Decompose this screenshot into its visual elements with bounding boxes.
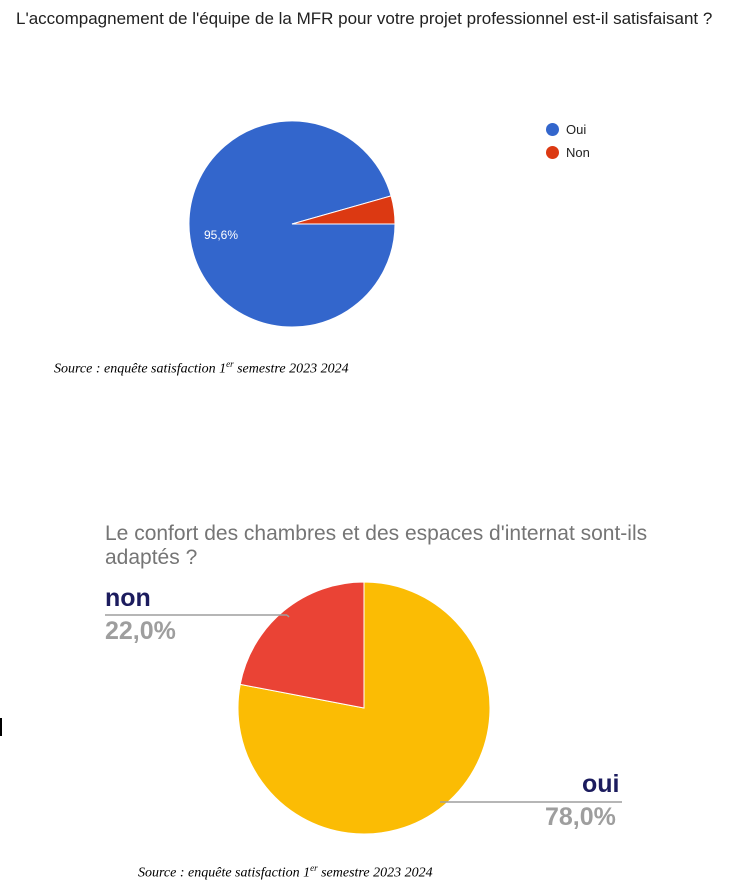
chart1-title: L'accompagnement de l'équipe de la MFR p… xyxy=(16,9,713,28)
legend-item-non: Non xyxy=(546,141,590,164)
source-note-2: Source : enquête satisfaction 1er semest… xyxy=(138,863,433,882)
chart1-legend: Oui Non xyxy=(546,118,590,164)
chart2-pct-oui: 78,0% xyxy=(545,803,616,831)
chart2-label-non: non xyxy=(105,584,151,612)
source-2-prefix: Source : enquête satisfaction 1 xyxy=(138,865,311,881)
source-1-sup: er xyxy=(226,359,234,369)
chart2-title: Le confort des chambres et des espaces d… xyxy=(105,522,648,569)
source-2-suffix: semestre 2023 2024 xyxy=(317,865,433,881)
source-1-suffix: semestre 2023 2024 xyxy=(233,361,349,377)
chart1-slice-non xyxy=(291,195,396,225)
chart2-label-oui: oui xyxy=(582,770,620,798)
legend-swatch-oui xyxy=(546,123,559,136)
source-2-sup: er xyxy=(310,863,318,873)
legend-label-oui: Oui xyxy=(566,122,587,137)
chart1-data-label-oui: 95,6% xyxy=(204,228,238,242)
source-note-1: Source : enquête satisfaction 1er semest… xyxy=(54,359,349,378)
source-1-prefix: Source : enquête satisfaction 1 xyxy=(54,361,227,377)
chart2-pct-non: 22,0% xyxy=(105,617,176,645)
text-cursor xyxy=(0,718,2,736)
chart1-pie: 95,6% xyxy=(188,120,396,328)
chart2-slice-non xyxy=(239,581,365,709)
legend-swatch-non xyxy=(546,146,559,159)
legend-item-oui: Oui xyxy=(546,118,590,141)
chart2-leader-non-tip xyxy=(286,614,290,618)
legend-label-non: Non xyxy=(566,145,590,160)
